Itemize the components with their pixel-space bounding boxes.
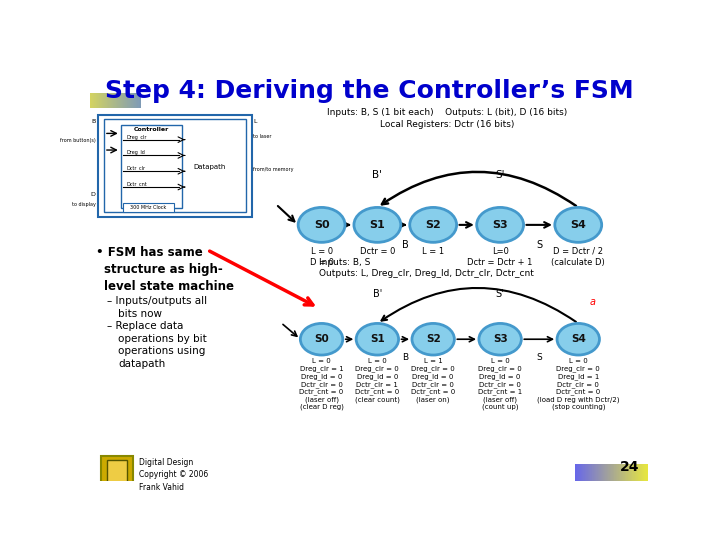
- Text: S2: S2: [426, 334, 441, 344]
- Text: S0: S0: [314, 220, 329, 230]
- Circle shape: [477, 207, 523, 242]
- Circle shape: [300, 323, 343, 355]
- Text: bits now: bits now: [118, 309, 162, 319]
- Text: B': B': [373, 289, 382, 299]
- Text: Outputs: L, Dreg_clr, Dreg_ld, Dctr_clr, Dctr_cnt: Outputs: L, Dreg_clr, Dreg_ld, Dctr_clr,…: [319, 268, 534, 278]
- Text: S: S: [536, 353, 542, 362]
- Text: from/to memory: from/to memory: [253, 167, 294, 172]
- Text: S1: S1: [369, 220, 385, 230]
- Text: operations by bit: operations by bit: [118, 334, 207, 344]
- Text: S2: S2: [426, 220, 441, 230]
- Text: L = 1
Dreg_clr = 0
Dreg_ld = 0
Dctr_clr = 0
Dctr_cnt = 0
(laser on): L = 1 Dreg_clr = 0 Dreg_ld = 0 Dctr_clr …: [411, 359, 455, 403]
- Text: S: S: [536, 240, 542, 250]
- Text: B: B: [402, 240, 409, 250]
- Text: Controller: Controller: [134, 127, 169, 132]
- Text: L = 0
D = 0: L = 0 D = 0: [310, 246, 333, 267]
- Text: Dctr = 0: Dctr = 0: [360, 246, 395, 255]
- Text: Step 4: Deriving the Controller’s FSM: Step 4: Deriving the Controller’s FSM: [104, 79, 634, 103]
- Text: L = 1: L = 1: [422, 246, 444, 255]
- FancyBboxPatch shape: [104, 119, 246, 212]
- Text: B: B: [402, 353, 408, 362]
- Text: operations using: operations using: [118, 346, 205, 356]
- Text: Digital Design
Copyright © 2006
Frank Vahid: Digital Design Copyright © 2006 Frank Va…: [138, 458, 208, 492]
- Circle shape: [479, 323, 521, 355]
- Circle shape: [354, 207, 401, 242]
- Text: B': B': [372, 171, 382, 180]
- Text: datapath: datapath: [118, 359, 165, 369]
- Text: from button(s): from button(s): [60, 138, 96, 143]
- Text: to laser: to laser: [253, 133, 271, 139]
- Text: S': S': [495, 171, 505, 180]
- FancyBboxPatch shape: [124, 203, 174, 212]
- Text: Inputs: B, S (1 bit each)    Outputs: L (bit), D (16 bits): Inputs: B, S (1 bit each) Outputs: L (bi…: [327, 109, 567, 118]
- Text: L = 0
Dreg_clr = 1
Dreg_ld = 0
Dctr_clr = 0
Dctr_cnt = 0
(laser off)
(clear D re: L = 0 Dreg_clr = 1 Dreg_ld = 0 Dctr_clr …: [300, 359, 343, 410]
- Text: S3: S3: [492, 334, 508, 344]
- Text: Dctr_clr: Dctr_clr: [126, 166, 145, 171]
- Circle shape: [557, 323, 600, 355]
- Text: L = 0
Dreg_clr = 0
Dreg_ld = 1
Dctr_clr = 0
Dctr_cnt = 0
(load D reg with Dctr/2: L = 0 Dreg_clr = 0 Dreg_ld = 1 Dctr_clr …: [537, 359, 619, 410]
- Text: L: L: [253, 119, 256, 124]
- Text: L=0
Dctr = Dctr + 1: L=0 Dctr = Dctr + 1: [467, 246, 533, 267]
- Circle shape: [412, 323, 454, 355]
- Text: Datapath: Datapath: [194, 164, 226, 170]
- Text: S4: S4: [571, 334, 585, 344]
- FancyBboxPatch shape: [99, 114, 252, 217]
- Text: S': S': [496, 289, 505, 299]
- Text: S4: S4: [570, 220, 586, 230]
- Circle shape: [298, 207, 345, 242]
- FancyBboxPatch shape: [107, 460, 127, 489]
- Text: Dreg_ld: Dreg_ld: [126, 150, 145, 156]
- Text: structure as high-: structure as high-: [104, 263, 222, 276]
- Text: – Replace data: – Replace data: [107, 321, 183, 332]
- Text: – Inputs/outputs all: – Inputs/outputs all: [107, 296, 207, 306]
- Text: Dreg_clr: Dreg_clr: [126, 134, 147, 140]
- Circle shape: [356, 323, 399, 355]
- FancyBboxPatch shape: [101, 456, 133, 493]
- Text: • FSM has same: • FSM has same: [96, 246, 202, 259]
- Circle shape: [555, 207, 602, 242]
- Text: D = Dctr / 2
(calculate D): D = Dctr / 2 (calculate D): [552, 246, 605, 267]
- Text: B: B: [91, 119, 96, 124]
- Text: level state machine: level state machine: [104, 280, 234, 293]
- Text: to display: to display: [72, 202, 96, 207]
- Text: Inputs: B, S: Inputs: B, S: [319, 258, 370, 267]
- Circle shape: [410, 207, 456, 242]
- Text: 300 MHz Clock: 300 MHz Clock: [130, 205, 167, 211]
- Text: L = 0
Dreg_clr = 0
Dreg_ld = 0
Dctr_clr = 1
Dctr_cnt = 0
(clear count): L = 0 Dreg_clr = 0 Dreg_ld = 0 Dctr_clr …: [355, 359, 400, 403]
- FancyBboxPatch shape: [121, 125, 182, 208]
- Text: D: D: [91, 192, 96, 197]
- Text: Dctr_cnt: Dctr_cnt: [126, 181, 147, 187]
- Text: S3: S3: [492, 220, 508, 230]
- Text: Local Registers: Dctr (16 bits): Local Registers: Dctr (16 bits): [380, 120, 514, 129]
- Text: 24: 24: [620, 461, 639, 474]
- Text: L = 0
Dreg_clr = 0
Dreg_ld = 0
Dctr_clr = 0
Dctr_cnt = 1
(laser off)
(count up): L = 0 Dreg_clr = 0 Dreg_ld = 0 Dctr_clr …: [478, 359, 522, 410]
- Text: a: a: [589, 297, 595, 307]
- Text: S1: S1: [370, 334, 384, 344]
- Text: S0: S0: [314, 334, 329, 344]
